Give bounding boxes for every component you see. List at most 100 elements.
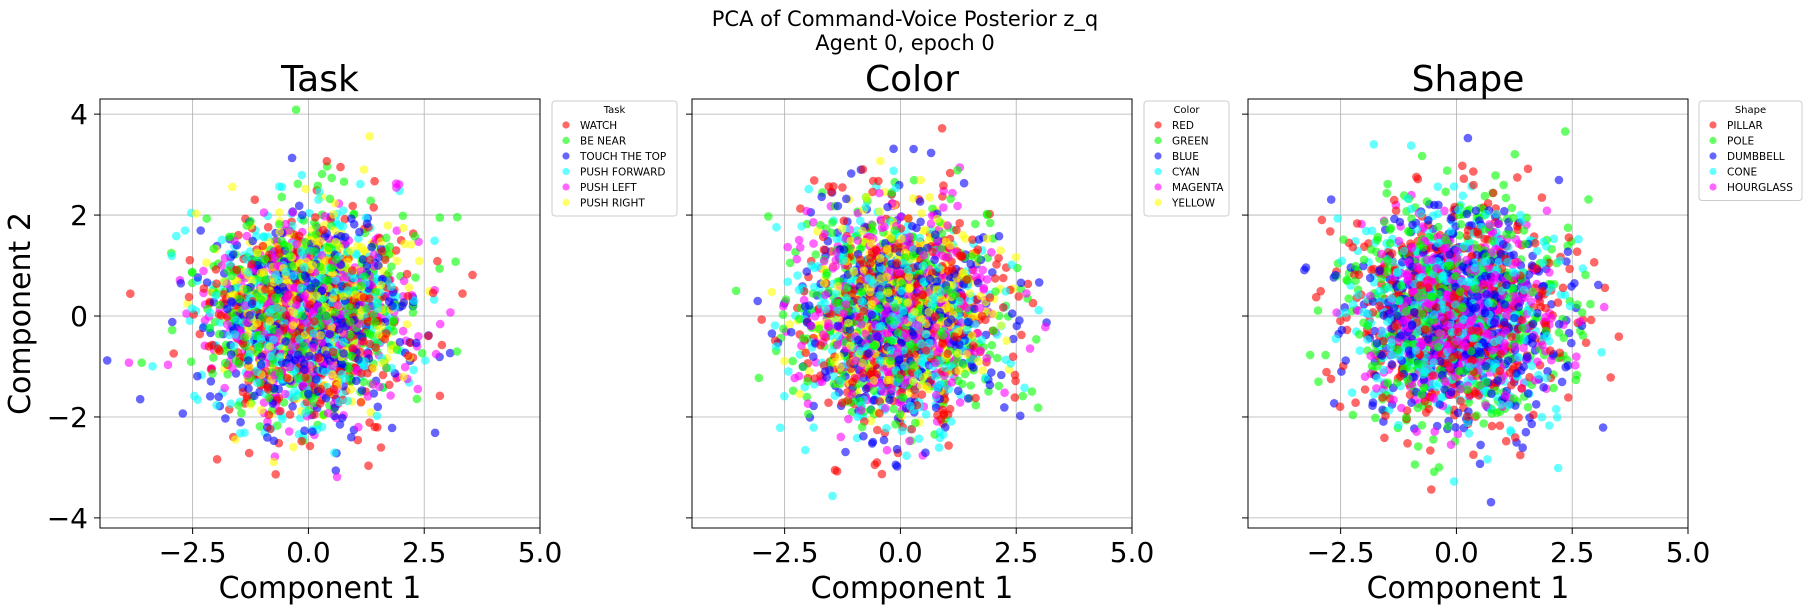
- point-cyan: [962, 325, 972, 335]
- point-be-near: [412, 394, 422, 404]
- point-red: [837, 398, 847, 408]
- point-magenta: [794, 235, 804, 245]
- point-touch-the-top: [256, 360, 266, 370]
- point-watch: [340, 215, 350, 224]
- point-push-left: [435, 319, 445, 329]
- point-yellow: [866, 416, 876, 426]
- point-red: [910, 385, 919, 395]
- point-touch-the-top: [244, 356, 253, 365]
- point-green: [911, 418, 920, 428]
- point-green: [985, 218, 995, 228]
- point-blue: [931, 230, 940, 239]
- point-push-right: [231, 435, 240, 444]
- point-push-right: [346, 246, 355, 255]
- point-watch: [319, 225, 328, 235]
- point-be-near: [317, 169, 327, 179]
- point-be-near: [275, 368, 284, 378]
- point-be-near: [347, 351, 357, 361]
- point-blue: [891, 460, 901, 470]
- point-be-near: [214, 329, 224, 339]
- point-magenta: [976, 346, 985, 355]
- point-push-forward: [330, 448, 339, 458]
- point-push-forward: [229, 341, 239, 351]
- point-touch-the-top: [244, 384, 253, 393]
- point-magenta: [796, 243, 805, 252]
- point-magenta: [905, 436, 914, 446]
- point-magenta: [847, 390, 857, 399]
- point-be-near: [202, 214, 211, 223]
- legend-entry: PUSH FORWARD: [580, 167, 665, 179]
- point-yellow: [925, 193, 934, 202]
- point-be-near: [435, 213, 445, 222]
- point-push-forward: [373, 304, 383, 313]
- point-yellow: [953, 349, 963, 358]
- point-yellow: [833, 282, 843, 291]
- point-push-left: [298, 381, 308, 391]
- point-touch-the-top: [198, 323, 208, 333]
- point-blue: [921, 448, 930, 458]
- point-green: [994, 381, 1004, 391]
- point-blue: [873, 332, 882, 341]
- point-push-forward: [232, 315, 241, 325]
- point-green: [778, 310, 788, 320]
- point-red: [907, 424, 917, 434]
- point-green: [868, 220, 877, 230]
- point-magenta: [880, 222, 889, 232]
- point-watch: [261, 285, 270, 294]
- point-be-near: [370, 317, 380, 327]
- axes-frame: [99, 98, 541, 529]
- point-yellow: [876, 156, 885, 166]
- point-watch: [328, 347, 338, 357]
- point-blue: [845, 325, 855, 334]
- point-be-near: [208, 369, 217, 378]
- point-cyan: [916, 339, 926, 349]
- point-push-forward: [230, 330, 240, 339]
- point-push-left: [400, 362, 410, 372]
- point-be-near: [254, 342, 264, 352]
- point-be-near: [242, 221, 252, 230]
- point-watch: [184, 292, 194, 302]
- point-watch: [219, 289, 229, 299]
- point-red: [955, 218, 964, 228]
- point-push-right: [369, 363, 378, 373]
- point-be-near: [365, 330, 375, 339]
- point-push-left: [302, 318, 312, 328]
- point-be-near: [231, 356, 241, 366]
- point-yellow: [845, 341, 855, 350]
- point-be-near: [258, 313, 267, 322]
- point-blue: [889, 144, 898, 154]
- point-green: [971, 219, 980, 229]
- point-push-left: [292, 240, 302, 249]
- point-magenta: [879, 387, 889, 397]
- point-cyan: [1034, 305, 1043, 315]
- point-touch-the-top: [358, 255, 368, 264]
- point-be-near: [294, 373, 303, 383]
- point-magenta: [894, 267, 904, 277]
- point-green: [803, 377, 812, 386]
- point-yellow: [876, 274, 885, 284]
- point-touch-the-top: [135, 394, 145, 404]
- point-touch-the-top: [374, 261, 383, 270]
- point-blue: [1034, 278, 1044, 287]
- point-push-right: [288, 321, 298, 330]
- point-red: [858, 165, 868, 174]
- point-cyan: [1007, 260, 1016, 270]
- point-be-near: [331, 255, 341, 264]
- point-be-near: [285, 251, 294, 260]
- point-yellow: [875, 253, 885, 263]
- point-magenta: [975, 303, 985, 313]
- point-be-near: [293, 179, 303, 189]
- point-push-forward: [193, 395, 202, 405]
- point-be-near: [227, 271, 236, 281]
- point-watch: [370, 176, 379, 186]
- point-yellow: [804, 367, 814, 376]
- point-push-left: [414, 332, 423, 341]
- point-blue: [869, 396, 878, 405]
- point-blue: [786, 327, 796, 337]
- point-be-near: [325, 194, 335, 204]
- point-cyan: [830, 391, 840, 401]
- point-be-near: [287, 261, 296, 271]
- point-blue: [809, 352, 818, 362]
- point-cyan: [833, 332, 843, 341]
- point-be-near: [223, 370, 232, 379]
